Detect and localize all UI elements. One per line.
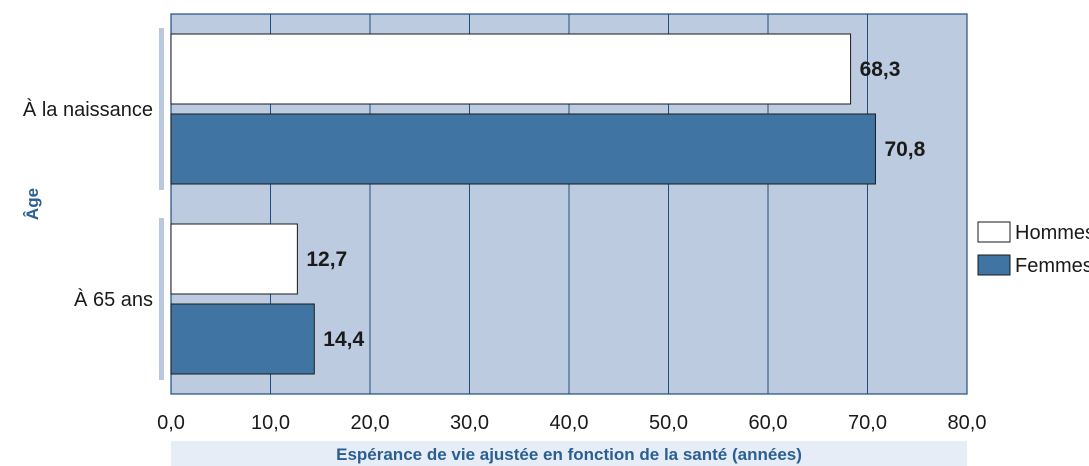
legend: Hommes Femmes: [977, 221, 1089, 277]
data-label: 70,8: [884, 138, 925, 161]
x-tick-label: 30,0: [450, 412, 489, 434]
x-tick-label: 50,0: [649, 412, 688, 434]
x-axis-title: Espérance de vie ajustée en fonction de …: [336, 445, 802, 464]
data-labels: 68,3 70,8 12,7 14,4: [306, 58, 925, 351]
x-axis-ticks: 0,0 10,0 20,0 30,0 40,0 50,0 60,0 70,0 80,0: [157, 412, 986, 434]
x-tick-label: 60,0: [749, 412, 788, 434]
x-tick-label: 70,0: [848, 412, 887, 434]
category-bracket: [159, 218, 164, 380]
legend-label: Femmes: [1015, 255, 1089, 277]
data-label: 12,7: [306, 248, 347, 271]
category-labels: À la naissance À 65 ans: [23, 98, 153, 311]
legend-swatch: [977, 254, 1011, 276]
x-axis-title-band: [171, 441, 967, 466]
bar-femmes: [170, 303, 315, 375]
y-axis-title: Âge: [23, 188, 42, 220]
bars: [170, 33, 876, 375]
category-brackets: [159, 28, 164, 380]
bar-hommes: [170, 33, 852, 105]
x-tick-label: 10,0: [251, 412, 290, 434]
x-tick-label: 20,0: [351, 412, 390, 434]
bar-femmes: [170, 113, 876, 185]
x-tick-label: 40,0: [550, 412, 589, 434]
legend-label: Hommes: [1015, 222, 1089, 244]
category-bracket: [159, 28, 164, 190]
bar-hommes: [170, 223, 298, 295]
data-label: 68,3: [860, 58, 901, 81]
category-label: À la naissance: [23, 98, 153, 121]
x-tick-label: 80,0: [948, 412, 987, 434]
x-tick-label: 0,0: [157, 412, 185, 434]
data-label: 14,4: [323, 328, 364, 351]
category-label: À 65 ans: [74, 288, 153, 311]
legend-swatch: [977, 221, 1011, 243]
